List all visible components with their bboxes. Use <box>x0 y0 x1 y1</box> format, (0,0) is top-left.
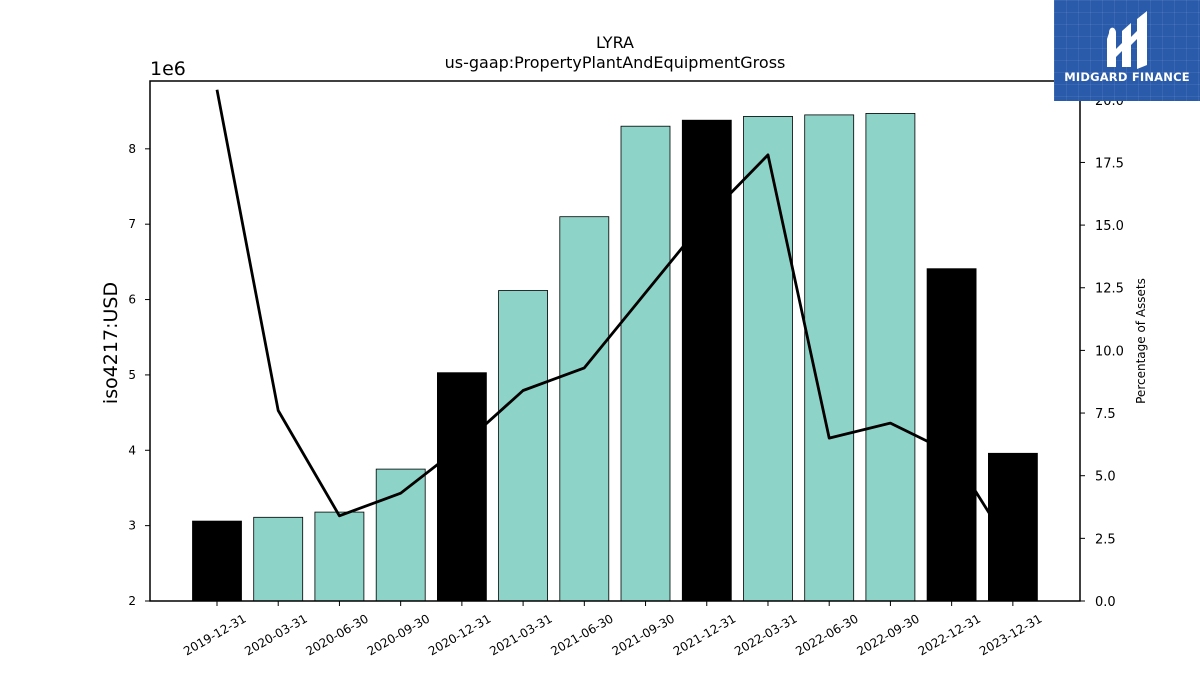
bar-2021-03-31 <box>498 290 549 602</box>
bar-2022-09-30 <box>865 113 916 602</box>
logo-text: MIDGARD FINANCE <box>1064 70 1190 84</box>
midgard-finance-logo: MIDGARD FINANCE <box>1054 0 1200 101</box>
x-tick-label: 2021-09-30 <box>610 611 677 658</box>
x-tick-label: 2020-03-31 <box>242 611 309 658</box>
y-tick-label: 2 <box>128 594 136 608</box>
bar-2019-12-31 <box>192 520 242 602</box>
chart-subtitle: us-gaap:PropertyPlantAndEquipmentGross <box>445 53 786 72</box>
y2-tick-label: 2.5 <box>1095 532 1116 547</box>
y2-tick-label: 7.5 <box>1095 407 1116 422</box>
bar-2023-12-31 <box>988 452 1038 602</box>
x-tick-label: 2021-06-30 <box>548 611 615 658</box>
y-tick-label: 6 <box>128 293 136 307</box>
bar-2022-12-31 <box>926 268 977 602</box>
y2-axis-label: Percentage of Assets <box>1134 278 1148 404</box>
bar-2021-12-31 <box>681 119 732 602</box>
x-tick-label: 2023-12-31 <box>977 611 1044 658</box>
bar-2020-09-30 <box>375 468 426 602</box>
x-tick-label: 2019-12-31 <box>181 611 248 658</box>
x-tick-label: 2021-03-31 <box>487 611 554 658</box>
percentage-line <box>215 89 1015 552</box>
y-tick-label: 7 <box>128 217 136 231</box>
x-tick-label: 2022-09-30 <box>854 611 921 658</box>
y2-tick-label: 10.0 <box>1095 344 1124 359</box>
y2-tick-label: 17.5 <box>1095 156 1124 171</box>
plot-frame <box>149 80 1081 602</box>
y2-tick-label: 5.0 <box>1095 470 1116 485</box>
y-axis-label: iso4217:USD <box>100 282 122 404</box>
bar-2020-12-31 <box>436 372 487 602</box>
bar-group <box>192 113 1038 602</box>
x-tick-label: 2022-06-30 <box>793 611 860 658</box>
y-tick-label: 8 <box>128 142 136 156</box>
logo-mark-icon <box>1107 11 1147 69</box>
bar-2021-09-30 <box>620 125 671 602</box>
bar-2022-03-31 <box>743 116 793 602</box>
bar-2020-06-30 <box>314 511 365 602</box>
y-tick-label: 3 <box>128 519 136 533</box>
x-tick-label: 2020-12-31 <box>426 611 493 658</box>
bar-2020-03-31 <box>253 516 304 602</box>
y2-tick-label: 12.5 <box>1095 282 1124 297</box>
y-tick-label: 5 <box>128 368 136 382</box>
x-tick-label: 2021-12-31 <box>671 611 738 658</box>
x-tick-label: 2020-09-30 <box>365 611 432 658</box>
x-tick-label: 2020-06-30 <box>303 611 370 658</box>
y2-tick-label: 15.0 <box>1095 219 1124 234</box>
y-tick-label: 4 <box>128 443 136 457</box>
line-group <box>215 89 1015 552</box>
x-tick-label: 2022-12-31 <box>916 611 983 658</box>
chart-title: LYRA <box>596 33 634 52</box>
x-tick-label: 2022-03-31 <box>732 611 799 658</box>
y-offset-label: 1e6 <box>150 58 186 80</box>
y2-tick-label: 0.0 <box>1095 595 1116 610</box>
bar-2021-06-30 <box>559 216 610 602</box>
